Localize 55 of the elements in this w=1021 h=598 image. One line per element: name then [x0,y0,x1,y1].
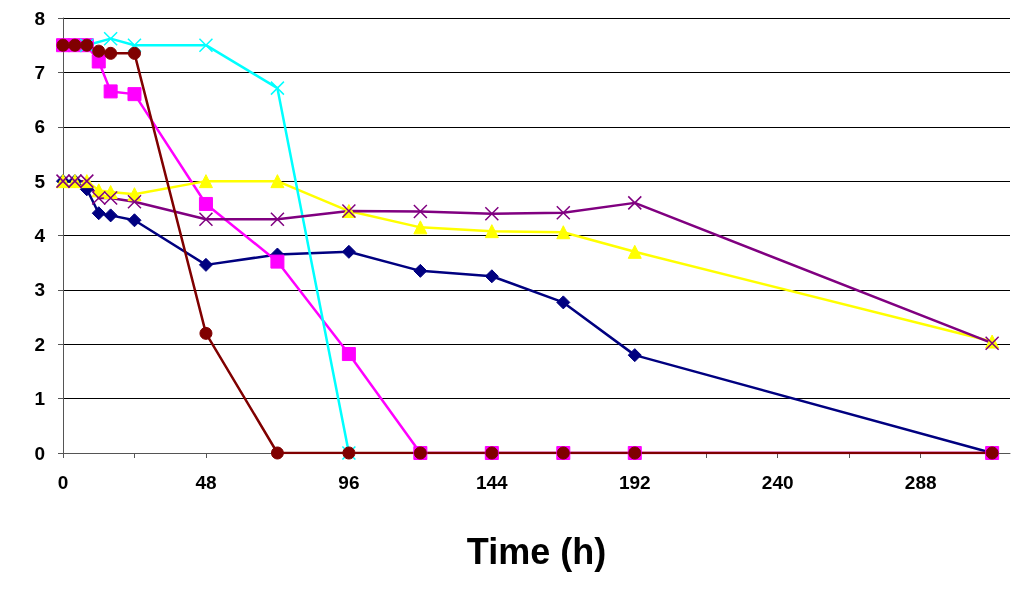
point [103,31,118,46]
x-tick-label: 48 [195,472,217,493]
y-tick-label: 4 [34,225,46,246]
point [103,190,118,206]
point [484,206,500,221]
point [127,194,142,210]
point [627,348,642,363]
point [413,204,428,219]
point [341,244,356,259]
point [91,206,106,221]
point [270,211,285,227]
y-tick-label: 5 [34,170,46,192]
point [103,84,118,99]
x-tick-label: 288 [904,472,937,493]
point [127,87,142,102]
point [556,225,571,240]
point [413,220,428,235]
point [270,80,285,96]
point [627,195,643,211]
point [198,196,213,211]
y-tick-label: 3 [34,279,45,301]
x-tick-label: 0 [57,472,69,493]
point [484,269,499,284]
point [103,208,118,223]
point [270,174,285,189]
x-axis-title: Time (h) [466,530,607,572]
point [556,295,571,310]
point [198,174,213,189]
point [627,244,642,259]
point [413,263,428,278]
y-tick-label: 6 [34,116,45,138]
point [341,347,356,362]
x-tick-label: 240 [761,472,794,493]
point [484,224,499,239]
y-tick-label: 2 [34,333,45,355]
point [127,213,142,228]
point [199,326,213,340]
point [198,37,214,53]
y-tick-label: 8 [34,7,45,29]
x-tick-label: 144 [475,472,509,493]
y-tick-label: 1 [34,388,46,410]
x-tick-label: 192 [618,472,651,493]
point [556,205,571,220]
point [92,44,106,58]
y-tick-label: 0 [34,442,45,464]
point [270,254,285,269]
point [91,190,106,206]
point [127,37,142,53]
point [270,446,284,460]
x-tick-label: 96 [338,472,360,493]
point [127,46,141,60]
point [104,46,118,60]
point [198,211,214,227]
point [198,257,213,272]
y-tick-label: 7 [34,61,45,83]
